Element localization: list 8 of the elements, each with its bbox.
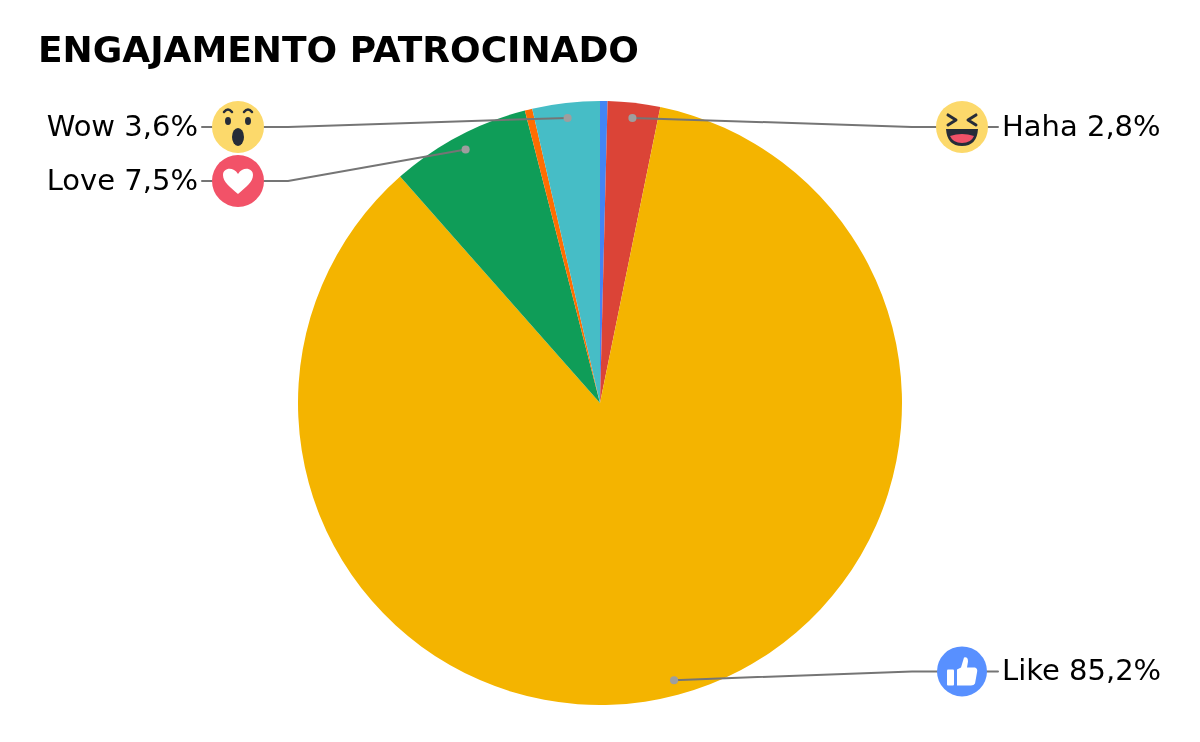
- slice-label: Like 85,2%: [1002, 653, 1162, 688]
- pie-slice: [400, 110, 600, 403]
- slice-label: Haha 2,8%: [1002, 108, 1161, 143]
- chart-title: ENGAJAMENTO PATROCINADO: [38, 29, 639, 70]
- pie-slice: [298, 107, 902, 705]
- pie-slice: [600, 101, 661, 403]
- slice-label: Wow 3,6%: [46, 108, 198, 143]
- slice-label: Love 7,5%: [46, 162, 198, 197]
